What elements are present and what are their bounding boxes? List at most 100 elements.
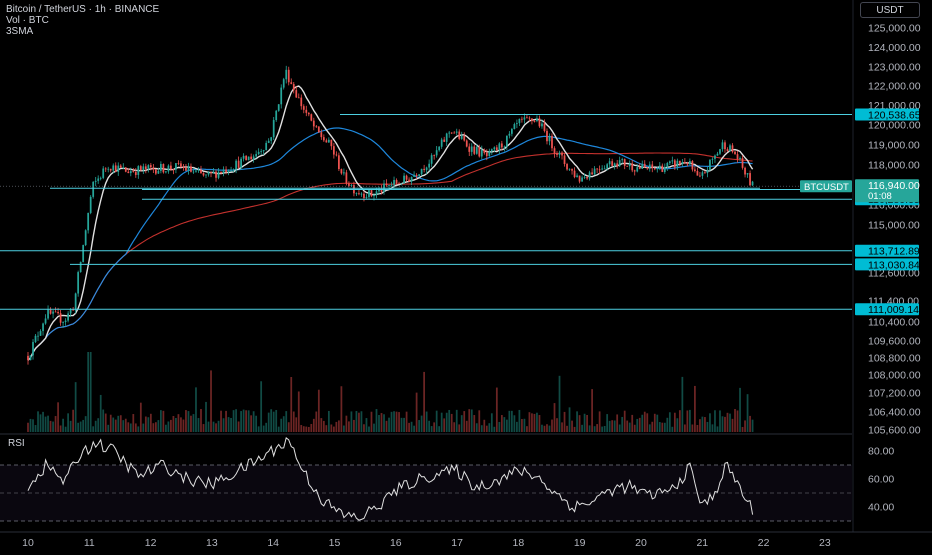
volume-bar	[77, 422, 80, 432]
candle-body	[195, 170, 197, 172]
volume-bar	[127, 422, 130, 432]
volume-bar	[225, 410, 227, 432]
volume-bar	[222, 418, 225, 432]
volume-bar	[227, 417, 230, 432]
candle-body	[225, 169, 227, 173]
volume-bar	[92, 426, 95, 432]
candle-body	[210, 171, 212, 173]
volume-bar	[576, 411, 578, 432]
candle-body	[34, 335, 37, 343]
candle-body	[425, 167, 428, 170]
volume-bar	[385, 420, 388, 432]
candle-body	[232, 169, 235, 171]
candle-body	[453, 132, 456, 134]
volume-bar	[74, 382, 77, 432]
volume-bar	[578, 415, 581, 432]
volume-bar	[373, 423, 375, 432]
level-label-text: 113,030.84	[868, 259, 920, 271]
volume-bar	[470, 409, 473, 432]
time-tick-label: 12	[145, 537, 157, 549]
candle-body	[488, 151, 491, 157]
candle-body	[623, 159, 626, 166]
candle-body	[47, 309, 49, 319]
volume-bar	[358, 412, 360, 432]
candle-body	[438, 146, 441, 151]
volume-bar	[583, 413, 586, 432]
level-label-box	[855, 303, 919, 316]
candle-body	[305, 109, 308, 113]
rsi-title[interactable]: RSI	[8, 438, 25, 449]
time-tick-label: 15	[329, 537, 341, 549]
candle-body	[681, 162, 684, 164]
volume-bar	[548, 425, 551, 432]
candle-body	[252, 156, 255, 160]
volume-label[interactable]: Vol · BTC	[6, 15, 49, 26]
candle-body	[706, 169, 709, 174]
candle-body	[648, 164, 651, 169]
candle-body	[82, 245, 85, 262]
volume-bar	[297, 391, 300, 432]
candle-body	[653, 168, 656, 170]
last-price-box	[855, 179, 919, 203]
candle-body	[558, 152, 561, 155]
candle-body	[94, 180, 97, 182]
candle-body	[463, 135, 466, 141]
candle-body	[64, 320, 67, 323]
volume-bar	[62, 418, 64, 432]
candle-body	[616, 163, 619, 167]
candle-body	[247, 156, 250, 161]
candle-body	[52, 311, 54, 314]
volume-bar	[588, 425, 591, 432]
candle-body	[142, 166, 145, 171]
candle-body	[714, 155, 716, 159]
candle-body	[493, 147, 496, 150]
candle-body	[197, 169, 200, 171]
price-axis[interactable]: 125,000.00 124,000.00 123,000.00 122,000.00…	[868, 23, 921, 437]
candle-body	[608, 161, 611, 165]
volume-bar	[653, 413, 656, 432]
horizontal-levels[interactable]	[0, 114, 852, 310]
candle-body	[235, 160, 237, 170]
volume-bar	[663, 422, 666, 432]
candle-body	[668, 161, 671, 163]
indicator-label[interactable]: 3SMA	[6, 26, 34, 37]
symbol-title[interactable]: Bitcoin / TetherUS · 1h · BINANCE	[6, 4, 160, 15]
volume-bar	[47, 415, 49, 432]
volume-bar	[149, 413, 152, 432]
time-axis[interactable]: 10 11 12 13 14 15 16 17 18 19 20 21 22 23	[0, 531, 932, 549]
level-label-text: 113,712.89	[868, 246, 920, 258]
volume-bar	[144, 416, 147, 432]
volume-bar	[468, 409, 471, 432]
candle-body	[631, 163, 634, 171]
candle-body	[139, 166, 142, 171]
volume-bar	[242, 409, 245, 432]
candle-body	[207, 171, 210, 175]
currency-button[interactable]: USDT	[860, 2, 920, 18]
candle-body	[398, 183, 400, 185]
candle-body	[87, 212, 90, 231]
volume-bar	[435, 410, 438, 432]
volume-bars	[27, 352, 754, 432]
candle-body	[526, 117, 528, 119]
volume-bar	[134, 423, 137, 432]
volume-bar	[235, 409, 237, 432]
volume-bar	[719, 410, 721, 432]
volume-bar	[571, 420, 573, 432]
candle-body	[227, 171, 230, 173]
candle-body	[428, 163, 431, 168]
volume-bar	[142, 423, 145, 432]
candle-body	[418, 174, 420, 176]
candle-body	[187, 166, 190, 171]
volume-bar	[606, 414, 609, 432]
volume-bar	[596, 424, 599, 432]
volume-bar	[681, 376, 684, 432]
price-tick-label: 120,000.00	[868, 120, 921, 132]
time-tick-label: 22	[758, 537, 770, 549]
volume-bar	[307, 426, 310, 432]
candle-body	[490, 149, 493, 152]
candlesticks	[27, 65, 754, 365]
candle-body	[586, 176, 588, 179]
candle-body	[726, 149, 729, 152]
price-tick-label: 106,400.00	[868, 407, 921, 419]
